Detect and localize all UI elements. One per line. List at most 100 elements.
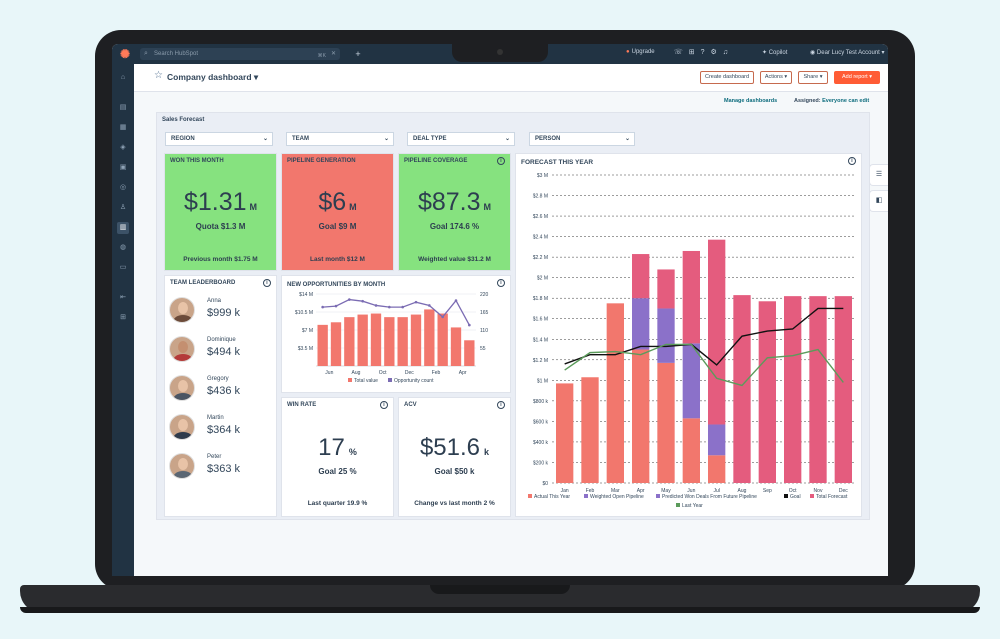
camera-notch (452, 44, 548, 62)
content-icon[interactable]: ▣ (119, 164, 127, 171)
account-menu[interactable]: ◉ Dear Lucy Test Account ▾ (810, 50, 885, 56)
actions-button[interactable]: Actions ▾ (760, 71, 792, 84)
team-filter[interactable]: TEAM ⌄ (286, 132, 394, 146)
dashboard-header: ☆ Company dashboard ▾ Create dashboard A… (134, 64, 888, 92)
y-tick-label: $200 k (533, 460, 549, 466)
card-title: TEAM LEADERBOARD (170, 280, 236, 286)
acv-card[interactable]: ACV i $51.6 k Goal $50 k Change vs last m… (398, 397, 511, 517)
new-opportunities-card[interactable]: NEW OPPORTUNITIES BY MONTH $14 M 220 $10.5 … (281, 275, 511, 393)
home-icon[interactable]: ⌂ (120, 74, 126, 81)
avatar (169, 414, 195, 440)
sales-icon[interactable]: ◎ (119, 184, 127, 191)
expand-panel-icon[interactable]: ☰ (869, 164, 888, 186)
upgrade-button[interactable]: ● Upgrade (626, 49, 655, 55)
manage-dashboards-link[interactable]: Manage dashboards (724, 98, 778, 104)
bar (410, 314, 422, 366)
assigned-info[interactable]: Assigned: Everyone can edit (794, 98, 869, 104)
add-report-button[interactable]: Add report ▾ (834, 71, 880, 84)
kpi-unit: M (483, 202, 492, 212)
forecast-this-year-card[interactable]: FORECAST THIS YEAR $3 M $2.8 M $2.6 M $2.4 M… (515, 153, 862, 517)
share-button[interactable]: Share ▾ (798, 71, 828, 84)
data-icon[interactable]: ◍ (119, 244, 127, 251)
pipeline-coverage-card[interactable]: PIPELINE COVERAGE i $87.3 M Goal 174.6 % … (398, 153, 511, 271)
chevron-down-icon: ⌄ (504, 136, 510, 142)
copilot-button[interactable]: ✦ Copilot (762, 50, 788, 56)
add-report-label: Add report (842, 74, 868, 80)
win-rate-card[interactable]: WIN RATE i 17% Goal 25 % Last quarter 19… (281, 397, 394, 517)
stacked-bar-segment (682, 343, 700, 419)
stacked-bar-segment (834, 296, 852, 483)
comment-icon[interactable]: ◧ (869, 190, 888, 212)
new-opportunities-chart: NEW OPPORTUNITIES BY MONTH $14 M 220 $10.5 … (287, 282, 489, 384)
contacts-icon[interactable]: ▦ (119, 124, 127, 131)
reporting-icon[interactable]: ▥ (117, 222, 129, 234)
search-input[interactable]: ⌕ Search HubSpot ⌘K ✕ (140, 48, 340, 60)
apps-icon[interactable]: ⊞ (120, 314, 126, 321)
kpi-comparison: Last month $12 M (310, 256, 365, 263)
info-icon[interactable]: i (497, 279, 505, 287)
leaderboard-row[interactable]: Martin $364 k (169, 411, 269, 445)
team-filter-label: TEAM (292, 136, 309, 142)
utility-icons[interactable]: ☏⊞?⚙♫ (674, 49, 735, 56)
kpi-value: $6 M (282, 188, 393, 217)
left-sidebar: ⌂ ▤ ▦ ◈ ▣ ◎ ♙ ▥ ◍ ▭ ⇤ ⊞ (112, 64, 134, 576)
chevron-down-icon: ⌄ (262, 136, 268, 142)
legend-swatch (656, 494, 660, 498)
x-tick-label: Nov (814, 488, 823, 494)
kpi-unit: k (484, 447, 490, 457)
won-this-month-card[interactable]: WON THIS MONTH $1.31 M Quota $1.3 M Previ… (164, 153, 277, 271)
kpi-target: Goal 25 % (318, 467, 357, 476)
stacked-bar-segment (606, 303, 624, 483)
info-icon[interactable]: i (497, 401, 505, 409)
deal-type-filter-label: DEAL TYPE (413, 136, 447, 142)
y-tick-label: $1.8 M (533, 296, 548, 302)
team-leaderboard-card[interactable]: TEAM LEADERBOARD i Anna $999 k Dominique… (164, 275, 277, 517)
y-tick-label: $1.2 M (533, 358, 548, 364)
library-icon[interactable]: ▭ (119, 264, 127, 271)
y2-tick-label: 55 (480, 346, 486, 352)
dashboard-title[interactable]: Company dashboard ▾ (167, 72, 259, 82)
legend-swatch (676, 503, 680, 507)
upgrade-label: Upgrade (631, 49, 655, 55)
leaderboard-row[interactable]: Gregory $436 k (169, 372, 269, 406)
star-icon[interactable]: ☆ (154, 70, 163, 81)
legend-swatch (348, 378, 352, 382)
marketing-icon[interactable]: ◈ (120, 144, 126, 151)
y-tick-label: $2 M (537, 276, 548, 282)
x-tick-label: Aug (738, 488, 747, 494)
y-tick-label: $10.5 M (295, 310, 313, 316)
info-icon[interactable]: i (848, 157, 856, 165)
pipeline-generation-card[interactable]: PIPELINE GENERATION $6 M Goal $9 M Last m… (281, 153, 394, 271)
bar (464, 340, 475, 366)
person-filter-label: PERSON (535, 136, 561, 142)
hubspot-logo-icon[interactable]: ✺ (119, 47, 131, 61)
legend-swatch (810, 494, 814, 498)
leaderboard-row[interactable]: Anna $999 k (169, 294, 269, 328)
search-icon: ⌕ (144, 50, 148, 57)
line-series (322, 298, 470, 326)
line-point (414, 300, 418, 304)
x-tick-label: Jul (713, 488, 719, 494)
person-filter[interactable]: PERSON ⌄ (529, 132, 635, 146)
info-icon[interactable]: i (497, 157, 505, 165)
service-icon[interactable]: ♙ (119, 204, 127, 211)
stacked-bar-segment (758, 301, 776, 483)
stacked-bar-segment (809, 296, 827, 483)
legend-swatch (584, 494, 588, 498)
collapse-icon[interactable]: ⇤ (120, 294, 126, 301)
leaderboard-row[interactable]: Dominique $494 k (169, 333, 269, 367)
chart-title: FORECAST THIS YEAR (521, 159, 593, 166)
create-dashboard-button[interactable]: Create dashboard (700, 71, 754, 84)
kpi-number: $6 (318, 188, 347, 216)
info-icon[interactable]: i (263, 279, 271, 287)
line-point (348, 298, 351, 301)
leaderboard-row[interactable]: Peter $363 k (169, 450, 269, 484)
add-icon[interactable]: + (355, 49, 361, 59)
bookmarks-icon[interactable]: ▤ (119, 104, 127, 111)
deal-type-filter[interactable]: DEAL TYPE ⌄ (407, 132, 515, 146)
region-filter[interactable]: REGION ⌄ (165, 132, 273, 146)
close-icon[interactable]: ✕ (330, 51, 336, 57)
avatar (169, 375, 195, 401)
info-icon[interactable]: i (380, 401, 388, 409)
legend-label: Last Year (682, 503, 703, 509)
